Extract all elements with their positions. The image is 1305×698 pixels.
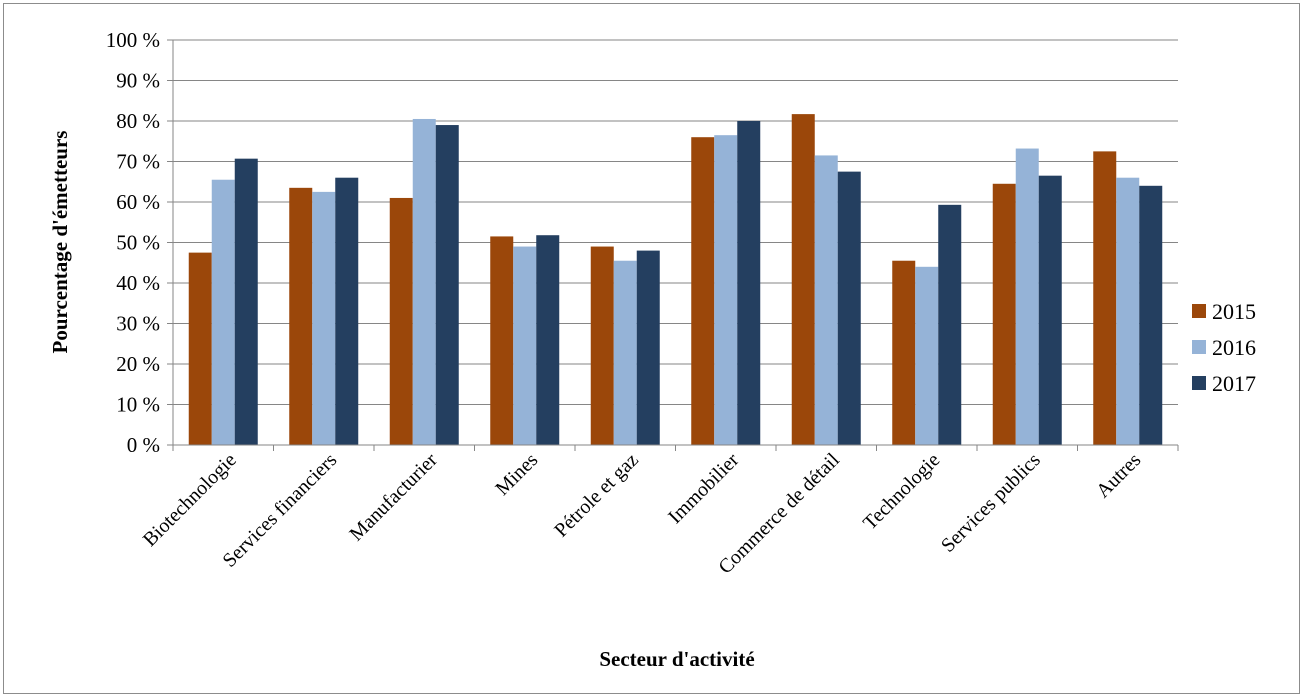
x-tick-label: Autres bbox=[1092, 449, 1145, 502]
x-tick-label: Services publics bbox=[937, 449, 1045, 557]
bar-2015 bbox=[691, 137, 715, 445]
bar-2016 bbox=[1015, 148, 1039, 446]
axes bbox=[167, 39, 1179, 451]
bar-2015 bbox=[289, 187, 313, 445]
y-tick-label: 10 % bbox=[116, 393, 160, 417]
bar-2016 bbox=[915, 266, 939, 445]
bar-2016 bbox=[613, 260, 637, 445]
bar-2016 bbox=[513, 246, 537, 445]
legend: 2015 2016 2017 bbox=[1192, 299, 1256, 396]
x-tick-label: Technologie bbox=[859, 449, 944, 534]
bar-2017 bbox=[938, 204, 962, 445]
x-tick-label: Immobilier bbox=[664, 449, 743, 528]
y-tick-label: 20 % bbox=[116, 352, 160, 376]
legend-label-2016: 2016 bbox=[1212, 335, 1256, 360]
bar-2015 bbox=[389, 197, 413, 445]
y-tick-label: 30 % bbox=[116, 312, 160, 336]
bar-2016 bbox=[312, 191, 336, 445]
bar-2015 bbox=[188, 252, 212, 445]
bar-2016 bbox=[814, 155, 838, 446]
bar-2016 bbox=[412, 118, 436, 445]
bar-2015 bbox=[590, 246, 614, 445]
bar-2015 bbox=[1093, 151, 1117, 445]
legend-swatch-2015 bbox=[1192, 304, 1206, 318]
bar-2017 bbox=[435, 125, 459, 446]
bar-2015 bbox=[490, 236, 514, 445]
y-axis-title: Pourcentage d'émetteurs bbox=[48, 131, 72, 354]
bar-2017 bbox=[737, 121, 761, 445]
y-tick-label: 50 % bbox=[116, 231, 160, 255]
bar-2017 bbox=[1139, 185, 1163, 446]
y-tick-label: 90 % bbox=[116, 69, 160, 93]
bar-2016 bbox=[211, 179, 235, 445]
y-tick-label: 80 % bbox=[116, 109, 160, 133]
bar-2015 bbox=[892, 260, 916, 445]
legend-swatch-2017 bbox=[1192, 376, 1206, 390]
bar-2017 bbox=[335, 177, 359, 445]
bar-2015 bbox=[992, 183, 1016, 445]
y-tick-label: 40 % bbox=[116, 271, 160, 295]
x-axis-title: Secteur d'activité bbox=[599, 647, 754, 671]
x-tick-label: Biotechnologie bbox=[139, 449, 241, 551]
bar-2017 bbox=[234, 158, 258, 446]
legend-swatch-2016 bbox=[1192, 340, 1206, 354]
bar-2017 bbox=[1038, 175, 1062, 446]
x-tick-label: Mines bbox=[491, 449, 542, 500]
bar-2015 bbox=[791, 114, 815, 446]
legend-label-2017: 2017 bbox=[1212, 371, 1256, 396]
y-tick-label: 0 % bbox=[127, 433, 160, 457]
bar-2017 bbox=[837, 171, 861, 445]
x-tick-label: Manufacturier bbox=[345, 449, 442, 546]
y-tick-label: 70 % bbox=[116, 150, 160, 174]
bar-2016 bbox=[714, 135, 738, 446]
bar-2017 bbox=[536, 235, 560, 445]
y-tick-label: 60 % bbox=[116, 190, 160, 214]
chart-frame bbox=[3, 3, 1300, 694]
y-tick-labels: 0 % 10 % 20 % 30 % 40 % 50 % 60 % 70 % 80 % 90 % 1… bbox=[106, 28, 160, 457]
bar-2016 bbox=[1116, 177, 1140, 445]
bars bbox=[188, 114, 1163, 446]
y-tick-label: 100 % bbox=[106, 28, 160, 52]
bar-2017 bbox=[636, 250, 660, 445]
x-tick-label: Pétrole et gaz bbox=[550, 449, 643, 542]
legend-label-2015: 2015 bbox=[1212, 299, 1256, 324]
